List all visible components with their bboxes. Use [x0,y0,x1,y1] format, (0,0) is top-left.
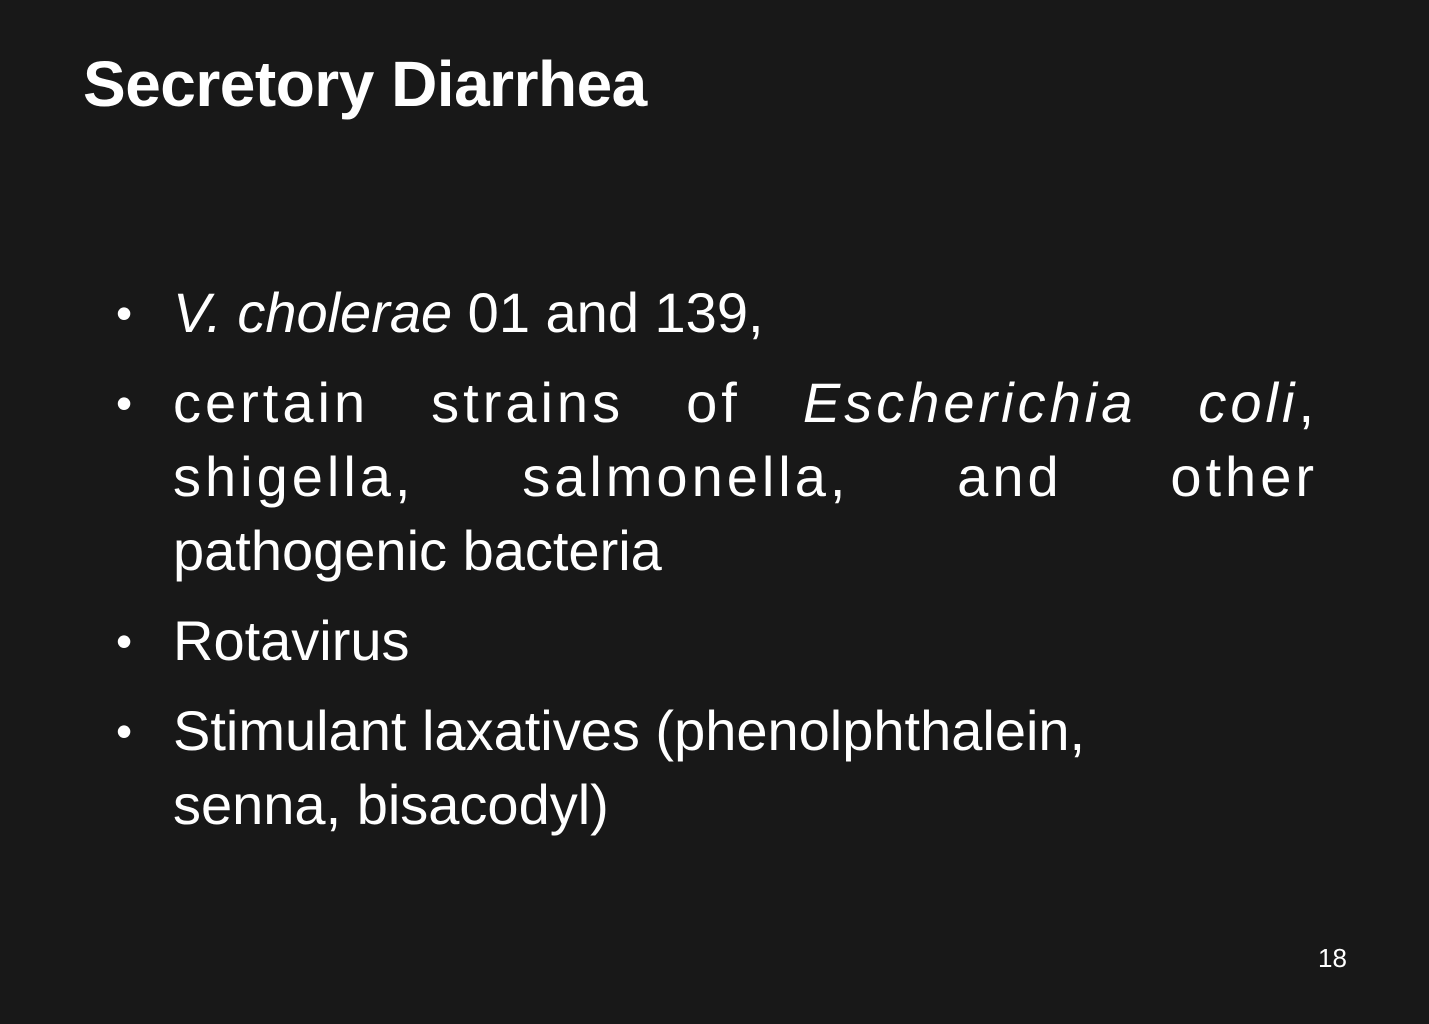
page-number: 18 [1318,943,1347,973]
bullet-text-rest: 01 and 139, [452,281,764,344]
bullet-text-pre: certain strains of [173,371,803,434]
bullet-line: shigella, salmonella, and other [173,445,1318,508]
bullet-text: V. cholerae 01 and 139, [173,276,1318,350]
bullet-dot-icon: • [116,615,133,667]
bullet-item-bacteria: • certain strains of Escherichia coli, s… [116,366,1318,588]
bullet-item-rotavirus: • Rotavirus [116,604,1318,678]
bullet-item-laxatives: • Stimulant laxatives (phenolphthalein, … [116,694,1318,842]
bullet-dot-icon: • [116,377,133,429]
bullet-list: • V. cholerae 01 and 139, • certain stra… [116,276,1318,858]
slide-title: Secretory Diarrhea [83,48,647,120]
bullet-item-cholerae: • V. cholerae 01 and 139, [116,276,1318,350]
bullet-line: Stimulant laxatives (phenolphthalein, [173,699,1086,762]
bullet-text: Rotavirus [173,609,410,672]
bullet-line: pathogenic bacteria [173,519,662,582]
species-name: V. cholerae [173,281,453,344]
bullet-text-post: , [1298,371,1318,434]
bullet-dot-icon: • [116,287,133,339]
species-name: Escherichia coli [802,371,1299,434]
bullet-line: senna, bisacodyl) [173,773,609,836]
bullet-dot-icon: • [116,705,133,757]
bullet-line: certain strains of Escherichia coli, [173,366,1318,440]
